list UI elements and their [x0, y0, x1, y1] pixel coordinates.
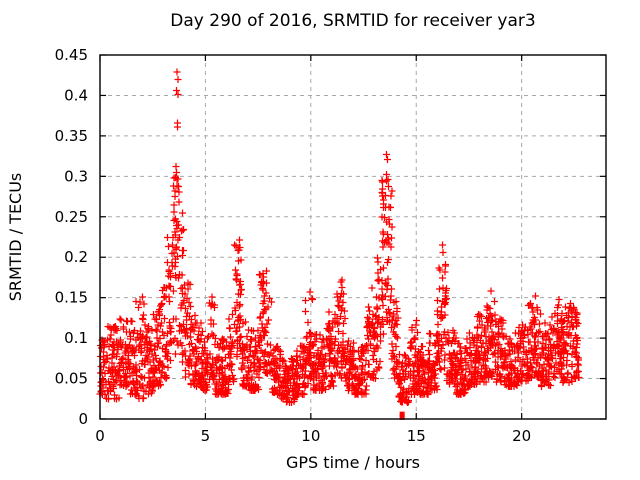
scatter-square-marker — [399, 411, 405, 417]
x-tick-label: 20 — [512, 427, 531, 445]
y-tick-label: 0.05 — [55, 370, 88, 388]
plot-border — [99, 54, 607, 420]
x-tick-label: 5 — [201, 427, 211, 445]
y-tick-label: 0.15 — [55, 289, 88, 307]
y-tick-label: 0.35 — [55, 127, 88, 145]
x-tick-label: 15 — [407, 427, 426, 445]
y-tick-label: 0.2 — [64, 248, 88, 266]
y-tick-label: 0.45 — [55, 46, 88, 64]
y-tick-label: 0.25 — [55, 208, 88, 226]
data-points — [96, 68, 583, 420]
axis-ticks — [99, 54, 606, 420]
x-tick-label: 0 — [95, 427, 105, 445]
chart-title: Day 290 of 2016, SRMTID for receiver yar… — [170, 11, 536, 31]
x-tick-label: 10 — [301, 427, 320, 445]
tick-labels: 0 0.05 0.1 0.15 0.2 0.25 0.3 0.35 0.4 0.45 0 5 10 15 2… — [55, 46, 532, 445]
y-tick-label: 0.3 — [64, 167, 88, 185]
scatter-square-marker — [399, 414, 405, 420]
x-axis-label: GPS time / hours — [286, 453, 420, 472]
y-axis-label: SRMTID / TECUs — [6, 172, 25, 302]
scatter-plus-markers — [96, 68, 583, 406]
y-tick-label: 0.1 — [64, 329, 88, 347]
y-tick-label: 0.4 — [64, 86, 88, 104]
y-tick-label: 0 — [78, 410, 88, 428]
